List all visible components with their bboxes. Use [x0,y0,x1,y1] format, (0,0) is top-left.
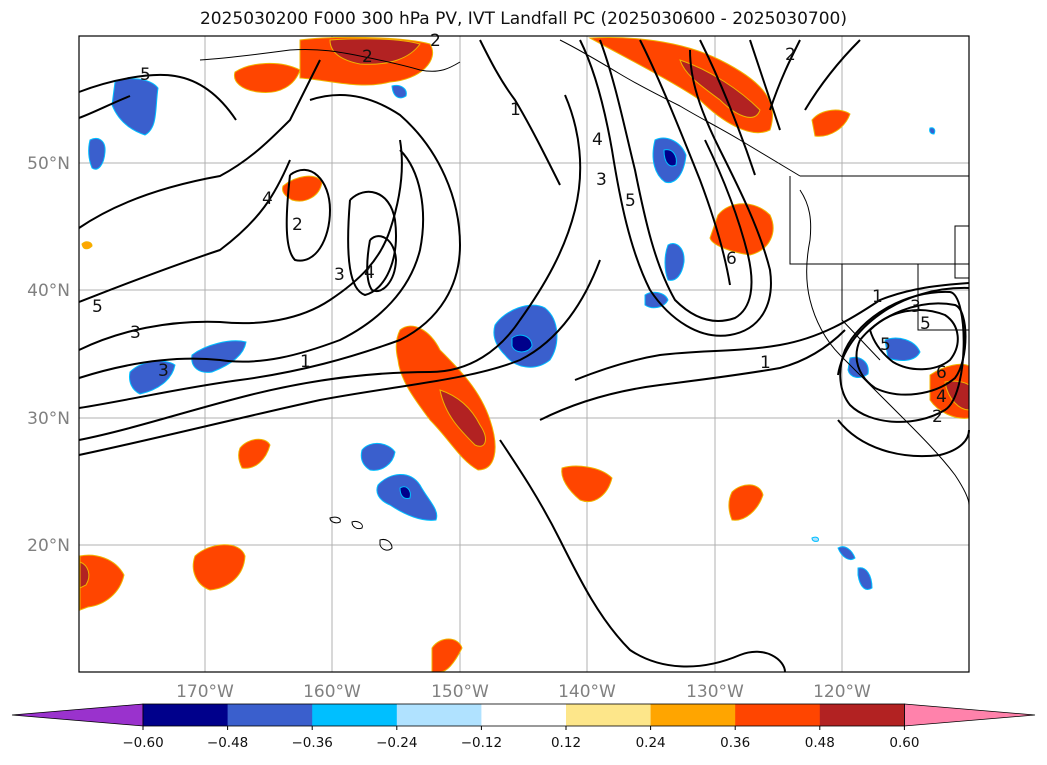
colorbar-tick-label: 0.12 [551,735,581,751]
colorbar-segment [481,704,567,726]
contour-lines [78,39,970,673]
colorbar-extend-high [904,703,1036,727]
contour-label: 5 [880,335,891,355]
colorbar-tick-label: −0.24 [376,735,417,751]
contour-label: 5 [920,314,931,334]
colorbar-tick-label: −0.60 [122,735,163,751]
contour-label: 3 [158,361,169,381]
contour-label: 3 [596,170,607,190]
contour-label: 4 [262,189,273,209]
colorbar-tick-label: 0.24 [636,735,666,751]
negative-anomalies [88,78,936,590]
contour-label: 5 [140,65,151,85]
contour-label: 1 [760,353,771,373]
lat-tick-labels: 50°N 40°N 30°N 20°N [27,154,70,556]
contour-label: 2 [430,31,441,51]
lat-tick: 20°N [27,536,70,556]
contour-label: 4 [592,130,603,150]
lon-tick: 170°W [176,682,234,702]
colorbar-tick-label: −0.48 [207,735,248,751]
lon-tick: 150°W [431,682,489,702]
colorbar-tick-label: −0.12 [461,735,502,751]
lon-tick: 130°W [686,682,744,702]
contour-label: 5 [625,191,636,211]
contour-label: 6 [936,363,947,383]
colorbar-tick-label: 0.60 [889,735,919,751]
colorbar-segment [650,704,736,726]
lon-tick: 160°W [303,682,361,702]
colorbar-segment [143,704,229,726]
contour-label: 2 [785,45,796,65]
map-frame [78,35,970,673]
contour-label: 1 [510,100,521,120]
colorbar-tick-label: 0.36 [720,735,750,751]
contour-label: 1 [872,287,883,307]
lon-tick: 120°W [813,682,871,702]
lat-tick: 30°N [27,409,70,429]
contour-label: 4 [936,387,947,407]
lat-tick: 40°N [27,281,70,301]
lat-tick: 50°N [27,154,70,174]
contour-label: 3 [130,323,141,343]
colorbar-segment [227,704,313,726]
contour-label: 4 [364,263,375,283]
colorbar-segment [819,704,905,726]
contour-label: 5 [92,297,103,317]
lon-tick-labels: 170°W 160°W 150°W 140°W 130°W 120°W [176,682,871,702]
plot-title: 2025030200 F000 300 hPa PV, IVT Landfall… [199,9,847,29]
contour-label: 2 [932,407,943,427]
colorbar-segment [396,704,482,726]
colorbar-outline [142,703,905,727]
colorbar-tick-label: −0.36 [292,735,333,751]
lon-tick: 140°W [558,682,616,702]
positive-anomalies [79,36,970,673]
contour-labels: 5 1 4 2 3 4 2 3 5 1 3 1 2 4 3 5 6 1 3 5 … [92,31,947,427]
contour-label: 3 [910,297,921,317]
contour-label: 1 [300,352,311,372]
colorbar-tick-label: 0.48 [805,735,835,751]
contour-label: 2 [362,47,373,67]
contour-label: 2 [292,215,303,235]
contour-label: 6 [726,249,737,269]
contour-label: 3 [334,265,345,285]
colorbar-segment [312,704,398,726]
colorbar-segment [566,704,652,726]
colorbar: −0.60 −0.48 −0.36 −0.24 −0.12 0.12 0.24 0.36 0.4… [11,703,1036,751]
colorbar-extend-low [11,703,144,727]
colorbar-segment [735,704,821,726]
